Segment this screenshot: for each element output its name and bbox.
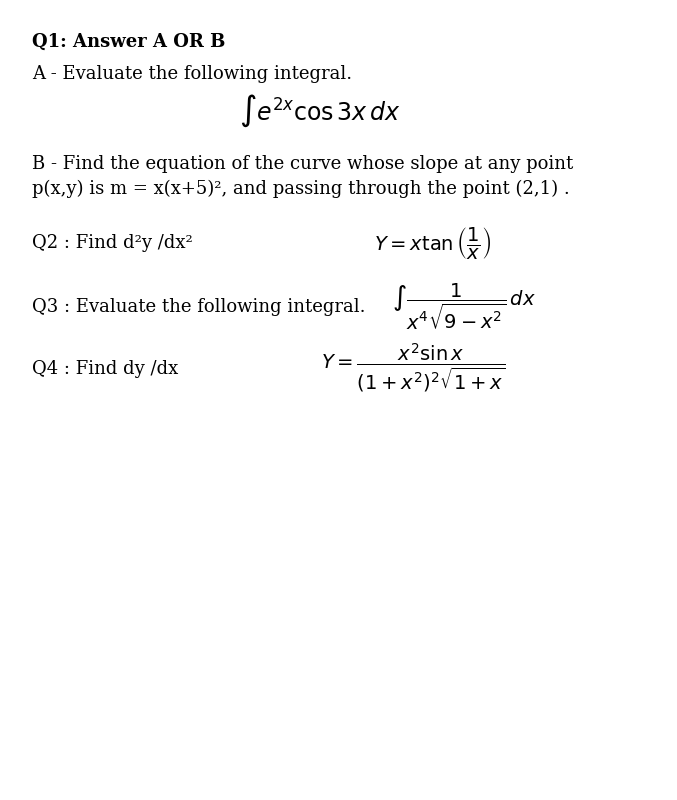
- Text: p(x,y) is m = x(x+5)², and passing through the point (2,1) .: p(x,y) is m = x(x+5)², and passing throu…: [32, 180, 570, 198]
- Text: Q4 : Find dy /dx: Q4 : Find dy /dx: [32, 359, 178, 378]
- Text: $Y = \dfrac{x^2 \sin x}{(1+x^2)^2\sqrt{1+x}}$: $Y = \dfrac{x^2 \sin x}{(1+x^2)^2\sqrt{1…: [321, 342, 506, 395]
- Text: Q3 : Evaluate the following integral.: Q3 : Evaluate the following integral.: [32, 298, 366, 316]
- Text: Q2 : Find d²y /dx²: Q2 : Find d²y /dx²: [32, 234, 193, 252]
- Text: A - Evaluate the following integral.: A - Evaluate the following integral.: [32, 65, 352, 82]
- Text: $\int \dfrac{1}{x^4\sqrt{9-x^2}}\, dx$: $\int \dfrac{1}{x^4\sqrt{9-x^2}}\, dx$: [391, 282, 536, 332]
- Text: $\int e^{2x}\cos 3x\, dx$: $\int e^{2x}\cos 3x\, dx$: [239, 93, 401, 129]
- Text: Q1: Answer A OR B: Q1: Answer A OR B: [32, 34, 225, 51]
- Text: B - Find the equation of the curve whose slope at any point: B - Find the equation of the curve whose…: [32, 155, 573, 173]
- Text: $Y = x\tan\left(\dfrac{1}{x}\right)$: $Y = x\tan\left(\dfrac{1}{x}\right)$: [374, 225, 491, 261]
